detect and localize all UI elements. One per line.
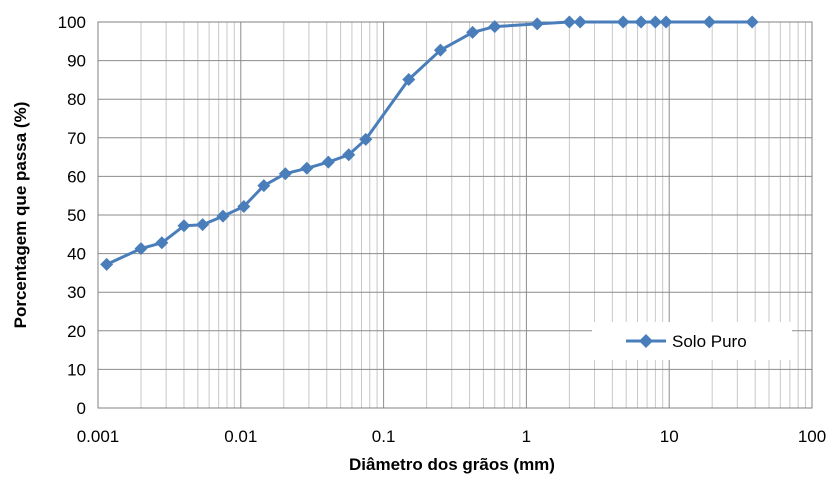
data-point-marker <box>488 20 502 34</box>
data-point-marker <box>237 200 251 214</box>
data-point-marker <box>196 218 210 232</box>
data-point-marker <box>300 161 314 175</box>
x-tick-label: 0.1 <box>372 427 396 446</box>
data-point-marker <box>466 25 480 39</box>
data-point-marker <box>321 155 335 169</box>
y-tick-label: 0 <box>77 399 86 418</box>
y-tick-label: 40 <box>67 245 86 264</box>
series-layer <box>100 15 759 271</box>
y-tick-label: 70 <box>67 129 86 148</box>
data-point-marker <box>562 15 576 29</box>
data-point-marker <box>134 242 148 256</box>
plot-area-border <box>97 21 813 409</box>
data-point-marker <box>648 15 662 29</box>
data-point-marker <box>257 179 271 193</box>
y-tick-label: 60 <box>67 167 86 186</box>
data-point-marker <box>530 17 544 31</box>
data-point-marker <box>616 15 630 29</box>
x-tick-label: 0.01 <box>224 427 257 446</box>
data-point-marker <box>573 15 587 29</box>
data-point-marker <box>359 132 373 146</box>
data-point-marker <box>177 219 191 233</box>
y-tick-label: 80 <box>67 90 86 109</box>
y-tick-label: 20 <box>67 322 86 341</box>
y-axis-title: Porcentagem que passa (%) <box>11 102 30 329</box>
data-point-marker <box>702 15 716 29</box>
x-tick-label: 0.001 <box>77 427 120 446</box>
data-point-marker <box>100 257 114 271</box>
data-point-marker <box>402 73 416 87</box>
data-point-marker <box>342 148 356 162</box>
y-tick-label: 100 <box>58 13 86 32</box>
legend-label: Solo Puro <box>672 332 747 351</box>
data-point-marker <box>155 236 169 250</box>
x-tick-label: 10 <box>660 427 679 446</box>
data-point-marker <box>659 15 673 29</box>
legend-marker-sample <box>639 334 653 348</box>
x-tick-label: 1 <box>522 427 531 446</box>
y-axis-tick-labels: 0 10 20 30 40 50 60 70 80 90 100 <box>58 13 86 418</box>
y-tick-label: 50 <box>67 206 86 225</box>
data-point-marker <box>216 209 230 223</box>
x-tick-label: 100 <box>798 427 826 446</box>
y-tick-label: 10 <box>67 360 86 379</box>
legend-box <box>592 322 792 360</box>
y-tick-label: 30 <box>67 283 86 302</box>
data-point-marker <box>745 15 759 29</box>
x-axis-tick-labels: 0.001 0.01 0.1 1 10 100 <box>77 427 826 446</box>
data-point-marker <box>278 167 292 181</box>
data-point-marker <box>433 43 447 57</box>
y-tick-label: 90 <box>67 52 86 71</box>
legend: Solo Puro <box>592 322 792 360</box>
data-point-marker <box>634 15 648 29</box>
x-axis-title: Diâmetro dos grãos (mm) <box>349 455 555 474</box>
